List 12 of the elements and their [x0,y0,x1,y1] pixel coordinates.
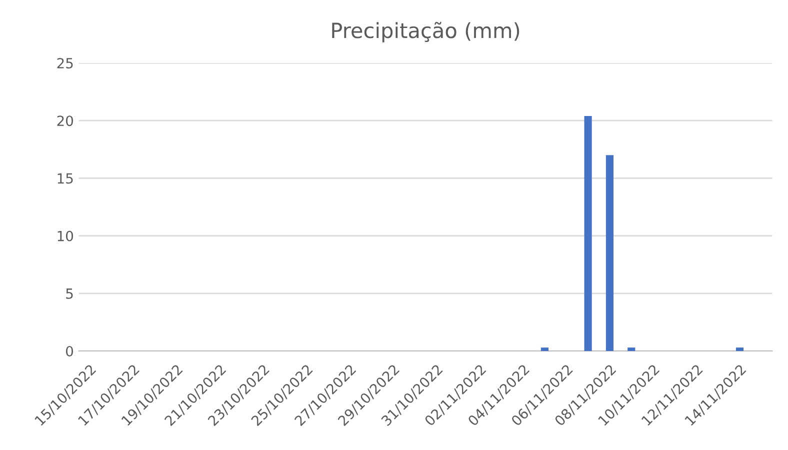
bar [606,155,614,351]
bar [628,348,636,351]
y-tick-label: 5 [66,288,73,299]
bar [736,348,744,351]
y-tick-label: 25 [57,58,73,68]
y-tick-label: 15 [58,173,73,184]
bar [540,348,548,351]
bar [584,116,592,351]
y-tick-label: 20 [57,116,74,126]
chart-title: Precipitação (mm) [332,22,520,42]
y-tick-label: 10 [58,230,74,242]
y-tick-label: 0 [66,346,74,356]
